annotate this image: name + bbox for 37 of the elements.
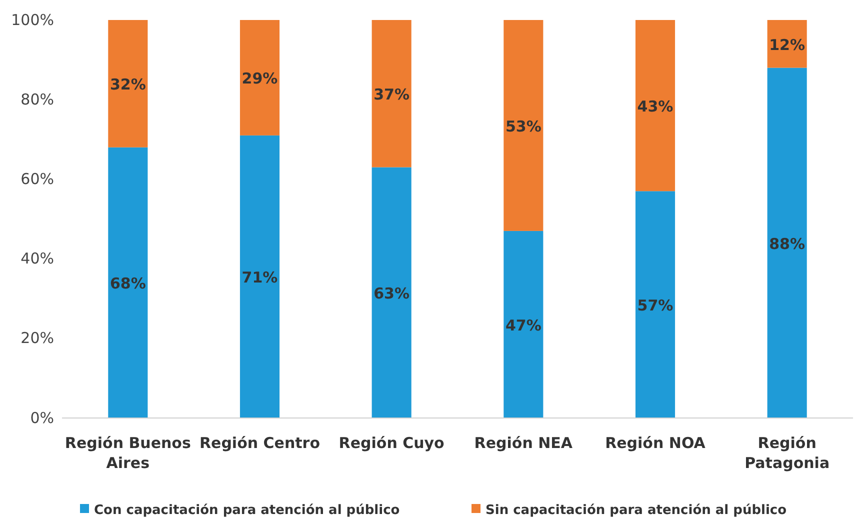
data-label: 12%	[769, 36, 806, 54]
y-tick-label: 20%	[20, 329, 54, 348]
data-label: 63%	[374, 284, 410, 303]
data-label: 53%	[505, 117, 542, 136]
bar	[504, 230, 544, 418]
x-tick-label: Región Patagonia	[744, 434, 830, 472]
x-tick-label: Región Cuyo	[338, 434, 444, 452]
data-label: 57%	[637, 296, 674, 315]
bar	[635, 191, 676, 418]
legend-label: Con capacitación para atención al público	[94, 503, 400, 518]
x-tick-label: Región Buenos Aires	[64, 434, 191, 472]
x-tick-label: Región NEA	[474, 434, 573, 452]
bar	[767, 68, 807, 418]
x-tick-label: Región Centro	[199, 434, 320, 452]
y-tick-label: 100%	[11, 10, 54, 29]
y-tick-label: 40%	[20, 250, 54, 268]
y-tick-label: 80%	[20, 90, 54, 108]
data-label: 71%	[242, 268, 278, 287]
data-label: 43%	[637, 98, 674, 116]
legend-label: Sin capacitación para atención al público	[486, 503, 787, 518]
data-label: 37%	[374, 86, 410, 104]
data-label: 47%	[505, 316, 542, 334]
bar	[635, 20, 676, 192]
bar	[372, 20, 412, 168]
bar	[108, 20, 148, 148]
y-tick-label: 60%	[20, 170, 54, 188]
data-label: 32%	[110, 76, 146, 94]
y-tick-label: 0%	[30, 408, 54, 427]
bar	[240, 20, 280, 136]
bar	[504, 20, 544, 231]
bar	[372, 167, 412, 418]
x-tick-label: Región NOA	[605, 434, 706, 452]
data-label: 29%	[242, 70, 278, 88]
data-label: 88%	[769, 234, 806, 253]
bar	[108, 147, 148, 418]
data-label: 68%	[110, 274, 146, 293]
bar	[240, 135, 280, 418]
